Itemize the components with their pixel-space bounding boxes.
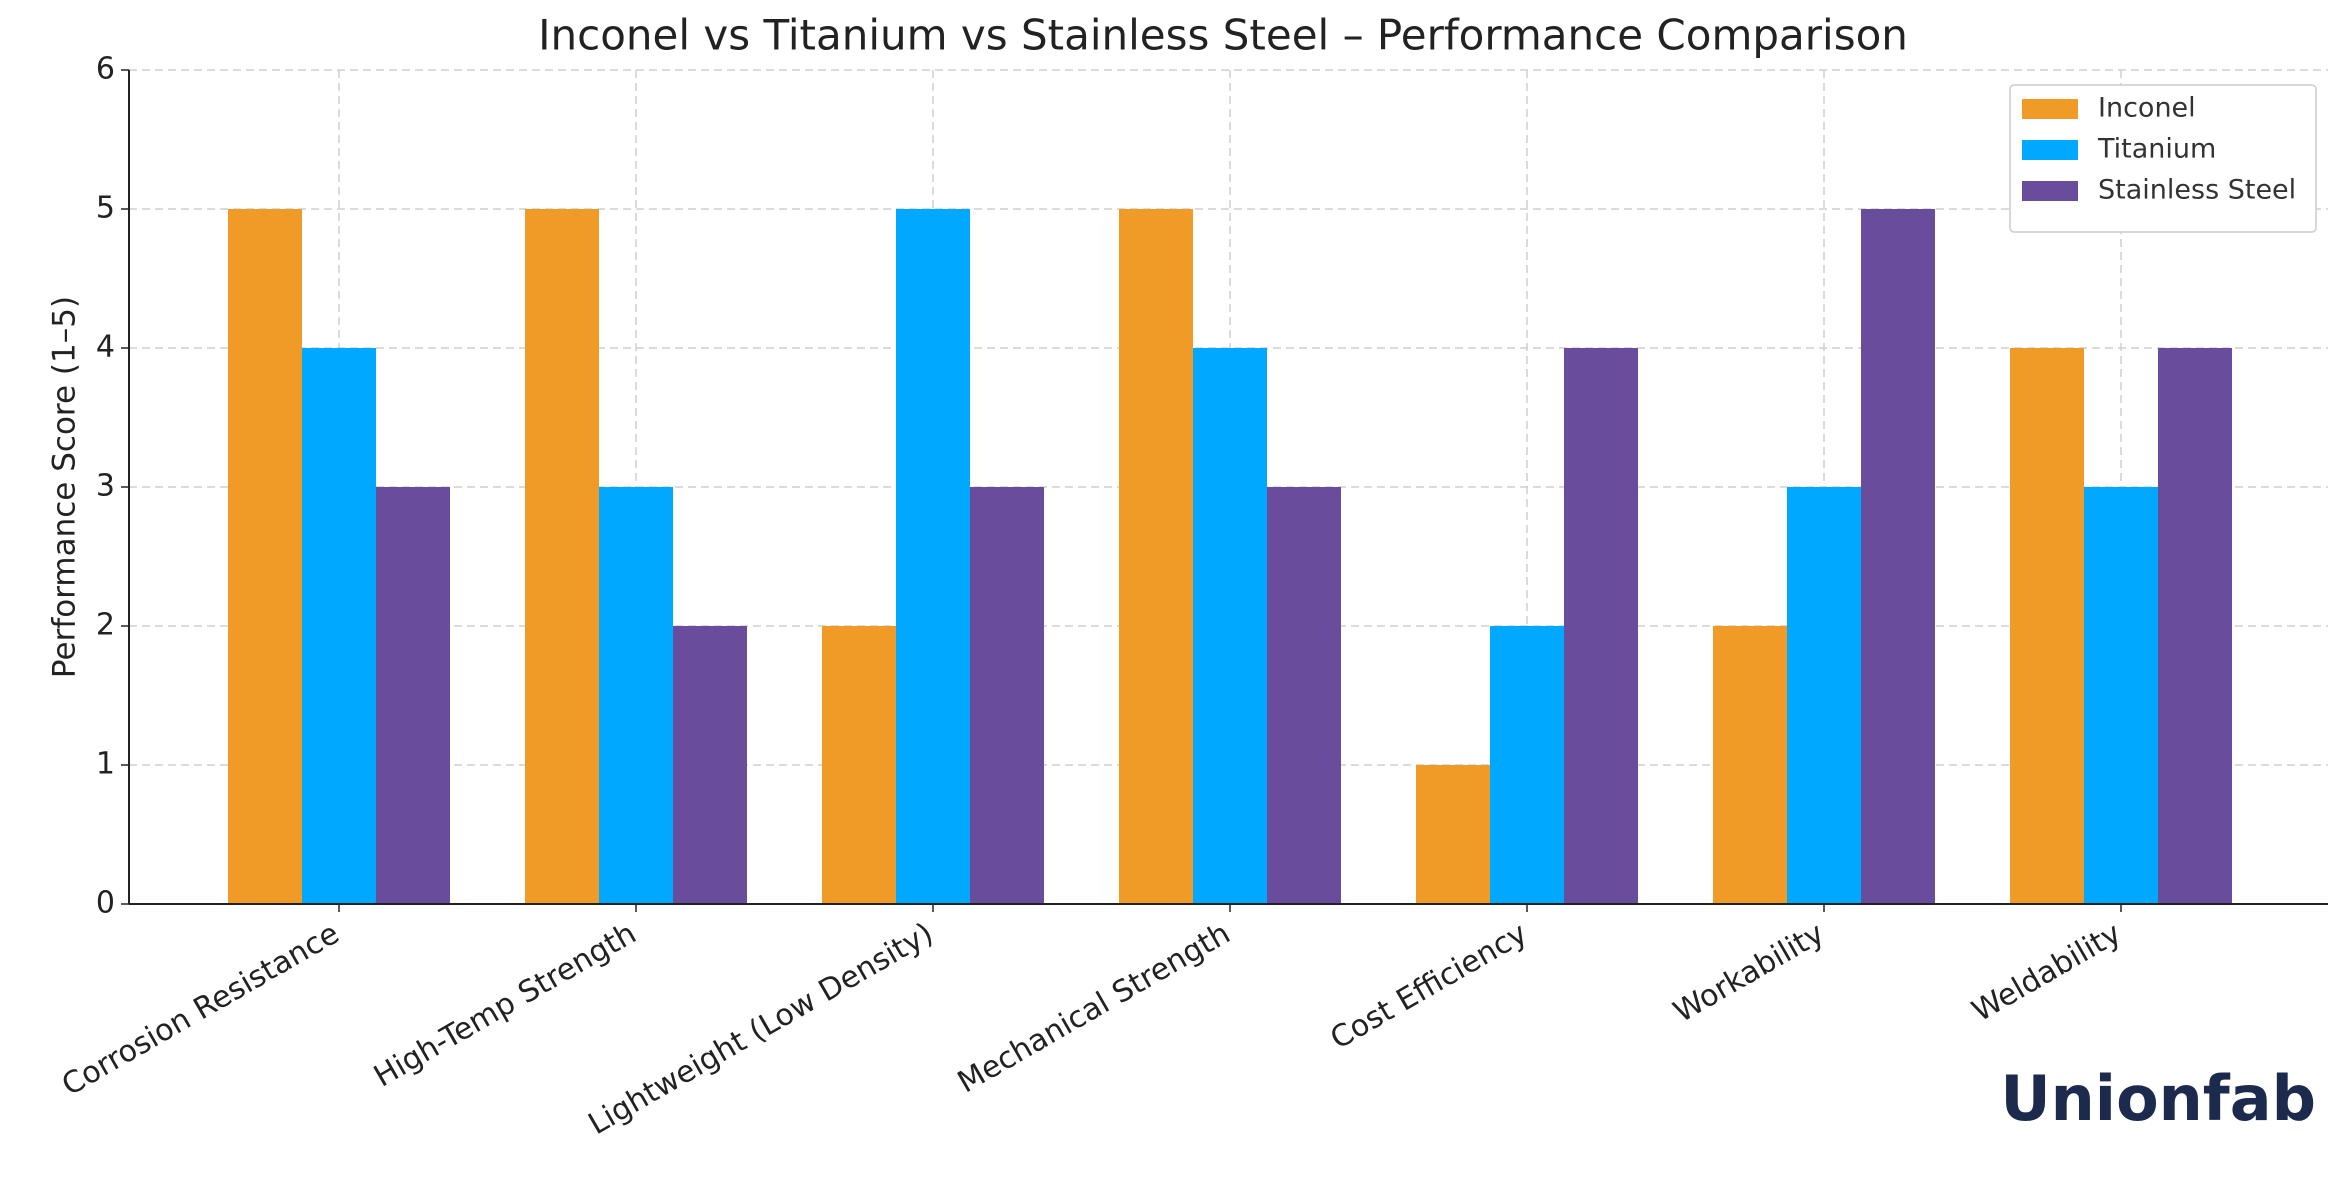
bar (1193, 348, 1267, 904)
bar (1416, 765, 1490, 904)
bar (376, 487, 450, 904)
bar (525, 209, 599, 904)
y-axis-label: Performance Score (1–5) (47, 296, 83, 678)
bar (2158, 348, 2232, 904)
bar (1267, 487, 1341, 904)
bar (1564, 348, 1638, 904)
x-tick-label: Lightweight (Low Density) (583, 916, 940, 1142)
bar (599, 487, 673, 904)
chart-title: Inconel vs Titanium vs Stainless Steel –… (538, 11, 1908, 60)
y-tick-label: 4 (96, 330, 115, 365)
bar (302, 348, 376, 904)
x-tick-label: High-Temp Strength (368, 916, 642, 1094)
y-tick-label: 3 (96, 469, 115, 504)
bar (228, 209, 302, 904)
legend-swatch (2022, 140, 2078, 160)
y-tick-label: 1 (96, 747, 115, 782)
legend-label: Stainless Steel (2098, 175, 2296, 206)
y-tick-label: 2 (96, 608, 115, 643)
legend-label: Inconel (2098, 93, 2196, 124)
bar (1787, 487, 1861, 904)
bar (1119, 209, 1193, 904)
x-tick-label: Cost Efficiency (1325, 916, 1534, 1057)
bar (2010, 348, 2084, 904)
y-tick-label: 0 (96, 886, 115, 921)
x-tick-label: Weldability (1966, 916, 2127, 1029)
bar (1861, 209, 1935, 904)
legend-box (2009, 84, 2317, 233)
bar (1713, 626, 1787, 904)
legend-swatch (2022, 99, 2078, 119)
watermark: Unionfab (2000, 1062, 2316, 1135)
x-tick-label: Corrosion Resistance (56, 916, 345, 1103)
legend-swatch (2022, 181, 2078, 201)
bar (822, 626, 896, 904)
bar (896, 209, 970, 904)
bar (1490, 626, 1564, 904)
y-tick-label: 6 (96, 52, 115, 87)
bar (2084, 487, 2158, 904)
y-tick-label: 5 (96, 191, 115, 226)
bar (673, 626, 747, 904)
legend-label: Titanium (2097, 134, 2216, 165)
x-tick-label: Mechanical Strength (952, 916, 1236, 1100)
bar (970, 487, 1044, 904)
x-tick-label: Workability (1668, 916, 1830, 1030)
